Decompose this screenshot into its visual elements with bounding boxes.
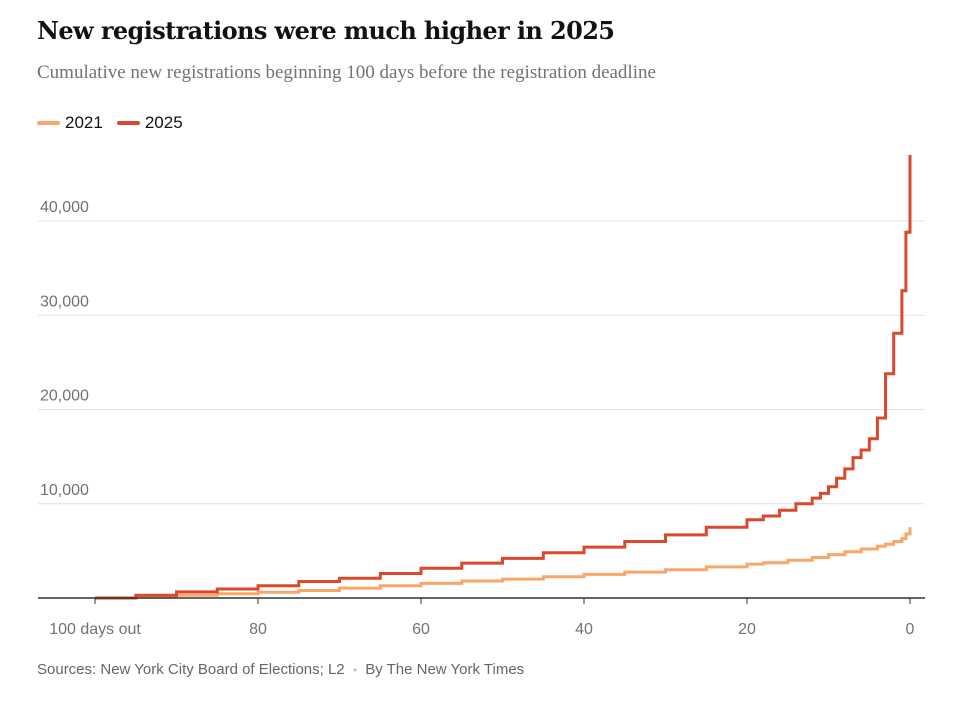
source-line: Sources: New York City Board of Election… <box>37 661 524 678</box>
y-tick-label-40000: 40,000 <box>40 199 89 216</box>
x-tick-label-20: 20 <box>738 621 756 638</box>
source-separator: • <box>352 663 358 677</box>
series-line-2021 <box>95 527 912 600</box>
x-tick-label-60: 60 <box>412 621 430 638</box>
x-tick-label-40: 40 <box>575 621 593 638</box>
legend-label-2025: 2025 <box>144 113 183 132</box>
x-tick-label-100: 100 days out <box>49 621 141 638</box>
legend: 2021 2025 <box>37 113 197 133</box>
source-text: Sources: New York City Board of Election… <box>37 661 345 678</box>
x-axis-labels: 100 days out 80 60 40 20 0 <box>49 621 914 638</box>
y-tick-label-10000: 10,000 <box>40 482 89 499</box>
x-tick-label-80: 80 <box>249 621 267 638</box>
y-axis-labels: 10,000 20,000 30,000 40,000 <box>40 199 89 499</box>
x-tick-label-0: 0 <box>906 621 915 638</box>
byline-text: By The New York Times <box>365 661 525 678</box>
y-tick-label-20000: 20,000 <box>40 388 89 405</box>
series-lines <box>95 155 912 600</box>
legend-item-2025: 2025 <box>116 113 183 133</box>
x-axis <box>38 597 925 604</box>
y-tick-label-30000: 30,000 <box>40 293 89 310</box>
gridlines <box>38 220 925 505</box>
legend-label-2021: 2021 <box>65 113 103 132</box>
legend-swatch-2025 <box>116 121 140 125</box>
legend-swatch-2021 <box>37 121 60 125</box>
series-line-2025 <box>95 155 912 600</box>
chart-subtitle: Cumulative new registrations beginning 1… <box>37 62 656 83</box>
legend-item-2021: 2021 <box>37 113 103 133</box>
chart-title: New registrations were much higher in 20… <box>37 16 615 45</box>
